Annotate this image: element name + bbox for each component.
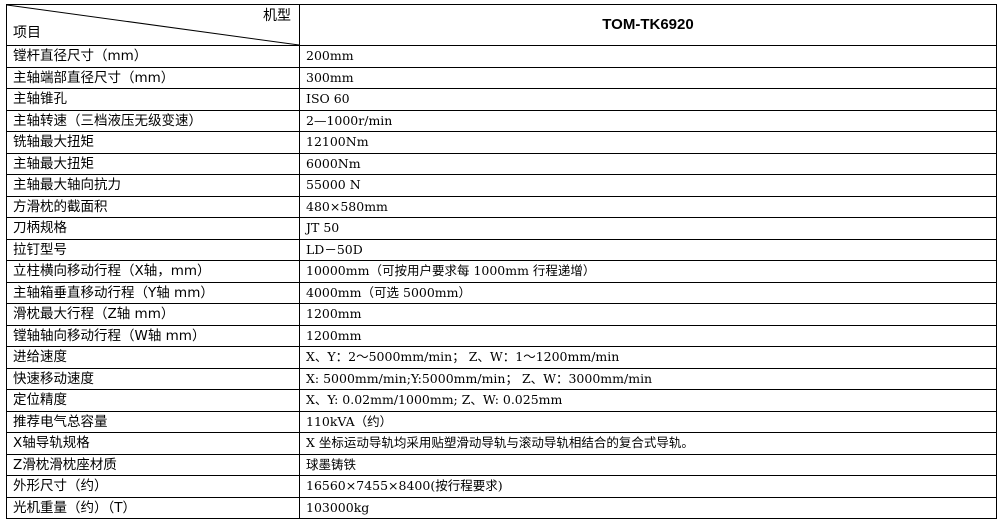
table-row: 主轴最大扭矩 6000Nm bbox=[6, 152, 997, 175]
table-row: 方滑枕的截面积 480×580mm bbox=[6, 195, 997, 218]
row-label: 主轴最大轴向抗力 bbox=[6, 174, 300, 197]
row-label: 立柱横向移动行程（X轴，mm） bbox=[6, 260, 300, 283]
row-label: 推荐电气总容量 bbox=[6, 410, 300, 433]
table-row: 滑枕最大行程（Z轴 mm） 1200mm bbox=[6, 303, 997, 326]
row-value: X、Y: 0.02mm/1000mm; Z、W: 0.025mm bbox=[299, 389, 997, 412]
row-value: 200mm bbox=[299, 45, 997, 68]
table-row: 主轴锥孔 ISO 60 bbox=[6, 88, 997, 111]
corner-cell: 机型 项目 bbox=[6, 4, 300, 46]
table-row: Z滑枕滑枕座材质 球墨铸铁 bbox=[6, 453, 997, 476]
row-value: 55000 N bbox=[299, 174, 997, 197]
corner-top-label: 机型 bbox=[263, 8, 291, 24]
row-label: 主轴转速（三档液压无级变速） bbox=[6, 109, 300, 132]
table-row: 光机重量（约）（T） 103000kg bbox=[6, 496, 997, 519]
row-label: 刀柄规格 bbox=[6, 217, 300, 240]
table-row: 铣轴最大扭矩 12100Nm bbox=[6, 131, 997, 154]
table-row: 定位精度 X、Y: 0.02mm/1000mm; Z、W: 0.025mm bbox=[6, 389, 997, 412]
row-value: 球墨铸铁 bbox=[299, 453, 997, 476]
row-value: LD－50D bbox=[299, 238, 997, 261]
row-value: 103000kg bbox=[299, 496, 997, 519]
table-row: 进给速度 X、Y：2～5000mm/min； Z、W：1～1200mm/min bbox=[6, 346, 997, 369]
row-value: X: 5000mm/min;Y:5000mm/min； Z、W：3000mm/m… bbox=[299, 367, 997, 390]
row-label: Z滑枕滑枕座材质 bbox=[6, 453, 300, 476]
row-value: X 坐标运动导轨均采用贴塑滑动导轨与滚动导轨相结合的复合式导轨。 bbox=[299, 432, 997, 455]
row-value: 4000mm（可选 5000mm） bbox=[299, 281, 997, 304]
row-value: ISO 60 bbox=[299, 88, 997, 111]
row-label: 主轴箱垂直移动行程（Y轴 mm） bbox=[6, 281, 300, 304]
table-row: 镗轴轴向移动行程（W轴 mm） 1200mm bbox=[6, 324, 997, 347]
row-label: 进给速度 bbox=[6, 346, 300, 369]
header-row: 机型 项目 TOM-TK6920 bbox=[6, 4, 997, 46]
row-label: 主轴最大扭矩 bbox=[6, 152, 300, 175]
table-row: 推荐电气总容量 110kVA（约） bbox=[6, 410, 997, 433]
table-row: 外形尺寸（约） 16560×7455×8400(按行程要求) bbox=[6, 475, 997, 498]
row-label: 方滑枕的截面积 bbox=[6, 195, 300, 218]
table-row: 主轴转速（三档液压无级变速） 2—1000r/min bbox=[6, 109, 997, 132]
row-value: 12100Nm bbox=[299, 131, 997, 154]
corner-bottom-label: 项目 bbox=[13, 25, 41, 41]
table-row: 主轴端部直径尺寸（mm） 300mm bbox=[6, 66, 997, 89]
table-row: X轴导轨规格 X 坐标运动导轨均采用贴塑滑动导轨与滚动导轨相结合的复合式导轨。 bbox=[6, 432, 997, 455]
row-value: 300mm bbox=[299, 66, 997, 89]
row-label: 光机重量（约）（T） bbox=[6, 496, 300, 519]
row-label: 镗杆直径尺寸（mm） bbox=[6, 45, 300, 68]
table-row: 拉钉型号 LD－50D bbox=[6, 238, 997, 261]
row-value: JT 50 bbox=[299, 217, 997, 240]
row-label: 定位精度 bbox=[6, 389, 300, 412]
spec-table: 机型 项目 TOM-TK6920 镗杆直径尺寸（mm） 200mm 主轴端部直径尺寸… bbox=[6, 4, 997, 519]
row-label: 主轴锥孔 bbox=[6, 88, 300, 111]
table-row: 主轴最大轴向抗力 55000 N bbox=[6, 174, 997, 197]
row-label: 拉钉型号 bbox=[6, 238, 300, 261]
row-value: 480×580mm bbox=[299, 195, 997, 218]
diagonal-line bbox=[7, 5, 299, 45]
model-name: TOM-TK6920 bbox=[299, 4, 997, 46]
row-value: 2—1000r/min bbox=[299, 109, 997, 132]
row-value: 110kVA（约） bbox=[299, 410, 997, 433]
table-row: 主轴箱垂直移动行程（Y轴 mm） 4000mm（可选 5000mm） bbox=[6, 281, 997, 304]
table-row: 立柱横向移动行程（X轴，mm） 10000mm（可按用户要求每 1000mm 行程… bbox=[6, 260, 997, 283]
row-value: 10000mm（可按用户要求每 1000mm 行程递增） bbox=[299, 260, 997, 283]
row-label: 铣轴最大扭矩 bbox=[6, 131, 300, 154]
row-value: 16560×7455×8400(按行程要求) bbox=[299, 475, 997, 498]
row-label: X轴导轨规格 bbox=[6, 432, 300, 455]
row-value: X、Y：2～5000mm/min； Z、W：1～1200mm/min bbox=[299, 346, 997, 369]
row-value: 1200mm bbox=[299, 303, 997, 326]
row-label: 主轴端部直径尺寸（mm） bbox=[6, 66, 300, 89]
row-label: 滑枕最大行程（Z轴 mm） bbox=[6, 303, 300, 326]
table-row: 快速移动速度 X: 5000mm/min;Y:5000mm/min； Z、W：30… bbox=[6, 367, 997, 390]
row-label: 外形尺寸（约） bbox=[6, 475, 300, 498]
row-value: 6000Nm bbox=[299, 152, 997, 175]
row-value: 1200mm bbox=[299, 324, 997, 347]
row-label: 快速移动速度 bbox=[6, 367, 300, 390]
row-label: 镗轴轴向移动行程（W轴 mm） bbox=[6, 324, 300, 347]
table-row: 刀柄规格 JT 50 bbox=[6, 217, 997, 240]
table-row: 镗杆直径尺寸（mm） 200mm bbox=[6, 45, 997, 68]
